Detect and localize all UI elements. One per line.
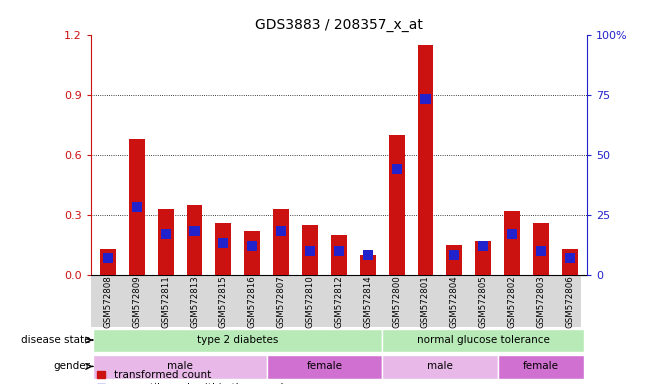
Legend: transformed count, percentile rank within the sample: transformed count, percentile rank withi… <box>96 369 291 384</box>
Bar <box>93 355 266 379</box>
Bar <box>333 245 344 256</box>
Text: GSM572814: GSM572814 <box>363 276 372 328</box>
Bar <box>478 241 488 251</box>
Title: GDS3883 / 208357_x_at: GDS3883 / 208357_x_at <box>255 18 423 32</box>
Text: GSM572815: GSM572815 <box>219 276 228 328</box>
Bar <box>504 210 520 275</box>
Bar <box>421 94 431 104</box>
Bar <box>446 245 462 275</box>
Text: GSM572805: GSM572805 <box>478 276 488 328</box>
Text: GSM572811: GSM572811 <box>161 276 170 328</box>
Bar <box>276 226 286 237</box>
Bar <box>417 45 433 275</box>
Bar <box>305 245 315 256</box>
Text: GSM572808: GSM572808 <box>103 276 113 328</box>
Bar <box>382 355 498 379</box>
Text: male: male <box>427 361 453 371</box>
Text: GSM572816: GSM572816 <box>248 276 257 328</box>
Bar <box>160 229 170 239</box>
Text: female: female <box>307 361 342 371</box>
Text: disease state: disease state <box>21 335 90 345</box>
Text: GSM572802: GSM572802 <box>507 276 517 328</box>
Text: normal glucose tolerance: normal glucose tolerance <box>417 335 550 345</box>
Bar <box>533 223 549 275</box>
Text: GSM572812: GSM572812 <box>334 276 344 328</box>
Bar <box>103 253 113 263</box>
Bar <box>158 209 174 275</box>
Bar <box>215 223 231 275</box>
Bar <box>244 230 260 275</box>
Text: GSM572807: GSM572807 <box>276 276 286 328</box>
Bar <box>498 355 584 379</box>
Bar <box>273 209 289 275</box>
Bar <box>189 226 199 237</box>
Bar <box>187 205 203 275</box>
Bar <box>132 202 142 212</box>
Bar <box>302 225 318 275</box>
Text: type 2 diabetes: type 2 diabetes <box>197 335 278 345</box>
Bar <box>475 240 491 275</box>
Text: GSM572803: GSM572803 <box>536 276 546 328</box>
Bar <box>389 134 405 275</box>
Text: male: male <box>167 361 193 371</box>
Bar <box>536 245 546 256</box>
Bar <box>331 235 347 275</box>
Bar <box>266 355 382 379</box>
Bar <box>360 255 376 275</box>
Bar <box>247 241 257 251</box>
Bar <box>382 329 584 353</box>
Bar <box>218 238 228 248</box>
Bar <box>362 250 373 260</box>
Text: GSM572800: GSM572800 <box>392 276 401 328</box>
Text: GSM572810: GSM572810 <box>305 276 315 328</box>
Bar <box>450 250 460 260</box>
Text: GSM572809: GSM572809 <box>132 276 142 328</box>
Text: GSM572813: GSM572813 <box>190 276 199 328</box>
Bar <box>129 139 145 275</box>
Bar <box>93 329 382 353</box>
Bar <box>562 248 578 275</box>
Bar <box>392 164 402 174</box>
Text: gender: gender <box>53 361 90 371</box>
Text: GSM572804: GSM572804 <box>450 276 459 328</box>
Text: GSM572801: GSM572801 <box>421 276 430 328</box>
Bar <box>100 248 116 275</box>
Bar <box>565 253 575 263</box>
Bar <box>507 229 517 239</box>
Text: female: female <box>523 361 559 371</box>
Text: GSM572806: GSM572806 <box>565 276 574 328</box>
